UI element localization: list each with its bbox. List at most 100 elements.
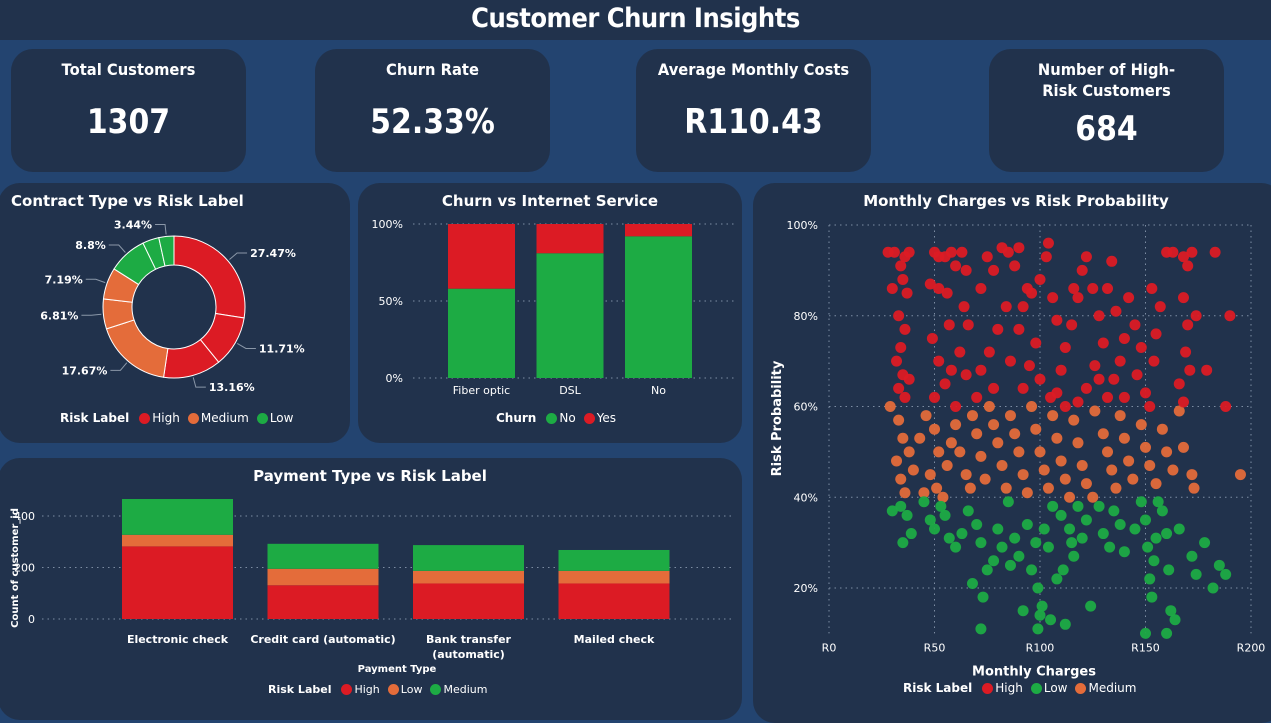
scatter-point-high bbox=[895, 260, 907, 272]
scatter-point-medium bbox=[1072, 437, 1084, 449]
scatter-point-medium bbox=[891, 455, 903, 467]
chart-title: Payment Type vs Risk Label bbox=[253, 467, 487, 485]
scatter-point-low bbox=[1135, 496, 1147, 508]
scatter-point-low bbox=[966, 577, 978, 589]
scatter-point-low bbox=[1163, 564, 1175, 576]
scatter-point-high bbox=[1110, 305, 1122, 317]
legend-item-yes[interactable]: Yes bbox=[583, 411, 617, 425]
scatter-point-high bbox=[924, 278, 936, 290]
scatter-point-medium bbox=[1000, 482, 1012, 494]
scatter-point-high bbox=[1131, 369, 1143, 381]
scatter-point-low bbox=[1190, 568, 1202, 580]
scatter-point-medium bbox=[966, 410, 978, 422]
scatter-point-medium bbox=[1013, 446, 1025, 458]
scatter-point-high bbox=[1072, 292, 1084, 304]
legend-item-low[interactable]: Low bbox=[1030, 681, 1068, 695]
leader-line bbox=[81, 313, 102, 316]
scatter-point-low bbox=[943, 532, 955, 544]
scatter-point-high bbox=[1030, 337, 1042, 349]
legend-item-high[interactable]: High bbox=[139, 411, 180, 425]
scatter-point-low bbox=[1042, 541, 1054, 553]
scatter-point-high bbox=[1135, 342, 1147, 354]
scatter-point-high bbox=[1047, 292, 1059, 304]
scatter-point-low bbox=[975, 623, 987, 635]
scatter-point-low bbox=[1156, 505, 1168, 517]
y-axis-label: Count of customer_id bbox=[10, 508, 21, 628]
scatter-point-high bbox=[903, 246, 915, 258]
scatter-point-low bbox=[1118, 546, 1130, 558]
scatter-point-low bbox=[1140, 627, 1151, 639]
scatter-point-low bbox=[1051, 573, 1063, 585]
donut-chart: 27.47% 11.71% 13.16% 17.67% 6.81% 7.19% 8.8% 3.… bbox=[40, 218, 304, 394]
x-tick-label: R100 bbox=[1026, 641, 1055, 654]
legend-label: Low bbox=[1043, 681, 1068, 695]
scatter-point-high bbox=[950, 260, 962, 272]
legend-label: Yes bbox=[596, 411, 617, 425]
scatter-point-high bbox=[1220, 401, 1232, 412]
scatter-point-medium bbox=[1030, 423, 1042, 435]
data-label: 3.44% bbox=[114, 218, 152, 231]
data-label: 17.67% bbox=[62, 364, 108, 377]
legend-item-no[interactable]: No bbox=[546, 411, 576, 425]
bar-segment-low bbox=[413, 570, 524, 584]
scatter-point-low bbox=[981, 564, 993, 576]
scatter-point-high bbox=[1201, 364, 1213, 376]
x-tick-label: R150 bbox=[1131, 641, 1160, 654]
kpi-value: 1307 bbox=[86, 102, 171, 142]
chart-title: Monthly Charges vs Risk Probability bbox=[863, 192, 1169, 210]
scatter-point-low bbox=[975, 537, 987, 549]
y-axis-label: Risk Probability bbox=[770, 360, 785, 476]
legend-item-medium[interactable]: Medium bbox=[187, 411, 249, 425]
scatter-point-low bbox=[1114, 518, 1126, 530]
y-tick-label: 100% bbox=[787, 219, 818, 232]
legend-item-medium[interactable]: Medium bbox=[430, 683, 487, 696]
scatter-point-medium bbox=[1059, 473, 1071, 485]
legend-item-high[interactable]: High bbox=[341, 683, 380, 696]
legend-title: Risk Label bbox=[268, 683, 332, 696]
scatter-point-low bbox=[1150, 532, 1162, 544]
x-tick-label: Electronic check bbox=[127, 633, 229, 646]
legend-label: High bbox=[152, 411, 180, 425]
scatter-point-high bbox=[956, 246, 968, 258]
scatter-point-high bbox=[1106, 255, 1118, 267]
data-label: 27.47% bbox=[250, 247, 296, 260]
y-tick-label: 20% bbox=[794, 582, 818, 595]
scatter-point-low bbox=[1013, 550, 1025, 562]
y-tick-label: 0 bbox=[28, 613, 35, 626]
scatter-point-medium bbox=[941, 459, 953, 471]
legend-dot-icon bbox=[583, 412, 595, 424]
bar-segment-high bbox=[413, 583, 524, 619]
legend-dot-icon bbox=[341, 684, 353, 695]
kpi-card-high-risk-customers: Number of High-Risk Customers 684 bbox=[989, 49, 1224, 172]
scatter-point-high bbox=[899, 391, 911, 403]
scatter-point-medium bbox=[1055, 455, 1067, 467]
scatter-point-medium bbox=[1118, 432, 1130, 444]
legend-item-high[interactable]: High bbox=[982, 681, 1023, 695]
scatter-point-high bbox=[1224, 310, 1236, 322]
scatter-point-high bbox=[1042, 237, 1054, 249]
legend-item-medium[interactable]: Medium bbox=[1075, 681, 1136, 695]
churn-internet-panel: Churn vs Internet Service 0% 50% 100% Fiber… bbox=[358, 183, 742, 443]
scatter-point-low bbox=[1140, 514, 1151, 526]
scatter-point-high bbox=[933, 355, 945, 367]
leader-line bbox=[85, 278, 106, 284]
scatter-point-high bbox=[1034, 373, 1046, 385]
scatter-point-medium bbox=[1080, 478, 1092, 490]
y-tick-label: 400 bbox=[14, 510, 35, 523]
scatter-point-high bbox=[1150, 328, 1162, 340]
scatter-point-high bbox=[1093, 373, 1105, 385]
scatter-point-low bbox=[1032, 623, 1044, 635]
scatter-point-medium bbox=[971, 428, 983, 440]
scatter-point-medium bbox=[929, 423, 940, 435]
scatter-point-high bbox=[901, 287, 913, 299]
scatter-point-high bbox=[891, 355, 903, 367]
legend-item-low[interactable]: Low bbox=[387, 683, 423, 696]
scatter-point-high bbox=[1177, 292, 1189, 304]
scatter-point-low bbox=[1017, 605, 1029, 617]
legend-label: Low bbox=[400, 683, 423, 696]
kpi-card-total-customers: Total Customers 1307 bbox=[11, 49, 246, 172]
legend-item-low[interactable]: Low bbox=[256, 411, 293, 425]
bar-segment-no bbox=[448, 288, 515, 378]
leader-line bbox=[229, 252, 248, 260]
